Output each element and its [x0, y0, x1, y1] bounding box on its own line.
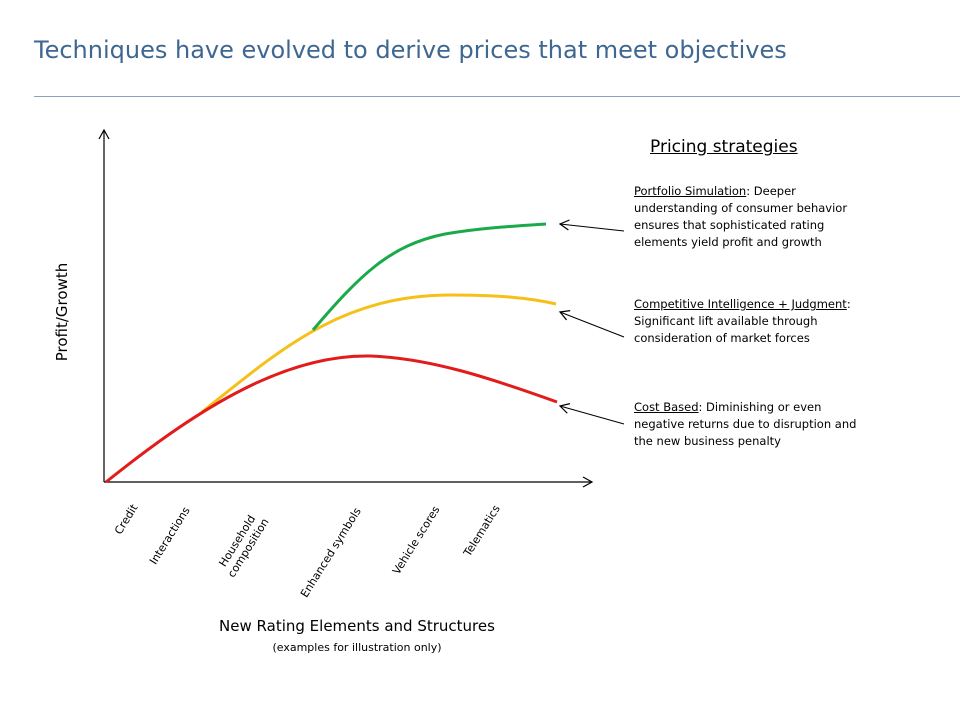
competitive-intelligence-description: Competitive Intelligence + Judgment: Sig… — [634, 296, 870, 347]
x-axis-sublabel: (examples for illustration only) — [272, 641, 442, 654]
cost-based-description: Cost Based: Diminishing or even negative… — [634, 399, 870, 450]
competitive-pointer-arrow — [558, 310, 625, 338]
cost-pointer-arrow — [558, 403, 625, 425]
portfolio-simulation-description: Portfolio Simulation: Deeper understandi… — [634, 183, 870, 251]
portfolio-simulation-text: : Deeper understanding of consumer behav… — [634, 184, 848, 249]
portfolio-simulation-curve — [311, 222, 547, 331]
competitive-intelligence-text: : Significant lift available through con… — [634, 297, 851, 345]
competitive-intelligence-name: Competitive Intelligence + Judgment — [634, 297, 847, 311]
cost-based-curve — [105, 354, 558, 484]
cost-based-name: Cost Based — [634, 400, 699, 414]
y-axis-label: Profit/Growth — [53, 262, 71, 362]
portfolio-simulation-name: Portfolio Simulation — [634, 184, 747, 198]
cost-based-text: : Diminishing or even negative returns d… — [634, 400, 857, 448]
competitive-intelligence-curve — [201, 293, 557, 414]
x-axis-label: New Rating Elements and Structures — [219, 617, 495, 635]
pricing-strategies-heading: Pricing strategies — [650, 137, 798, 157]
title-divider — [34, 96, 960, 97]
portfolio-pointer-arrow — [558, 219, 625, 232]
page-title: Techniques have evolved to derive prices… — [34, 36, 787, 64]
